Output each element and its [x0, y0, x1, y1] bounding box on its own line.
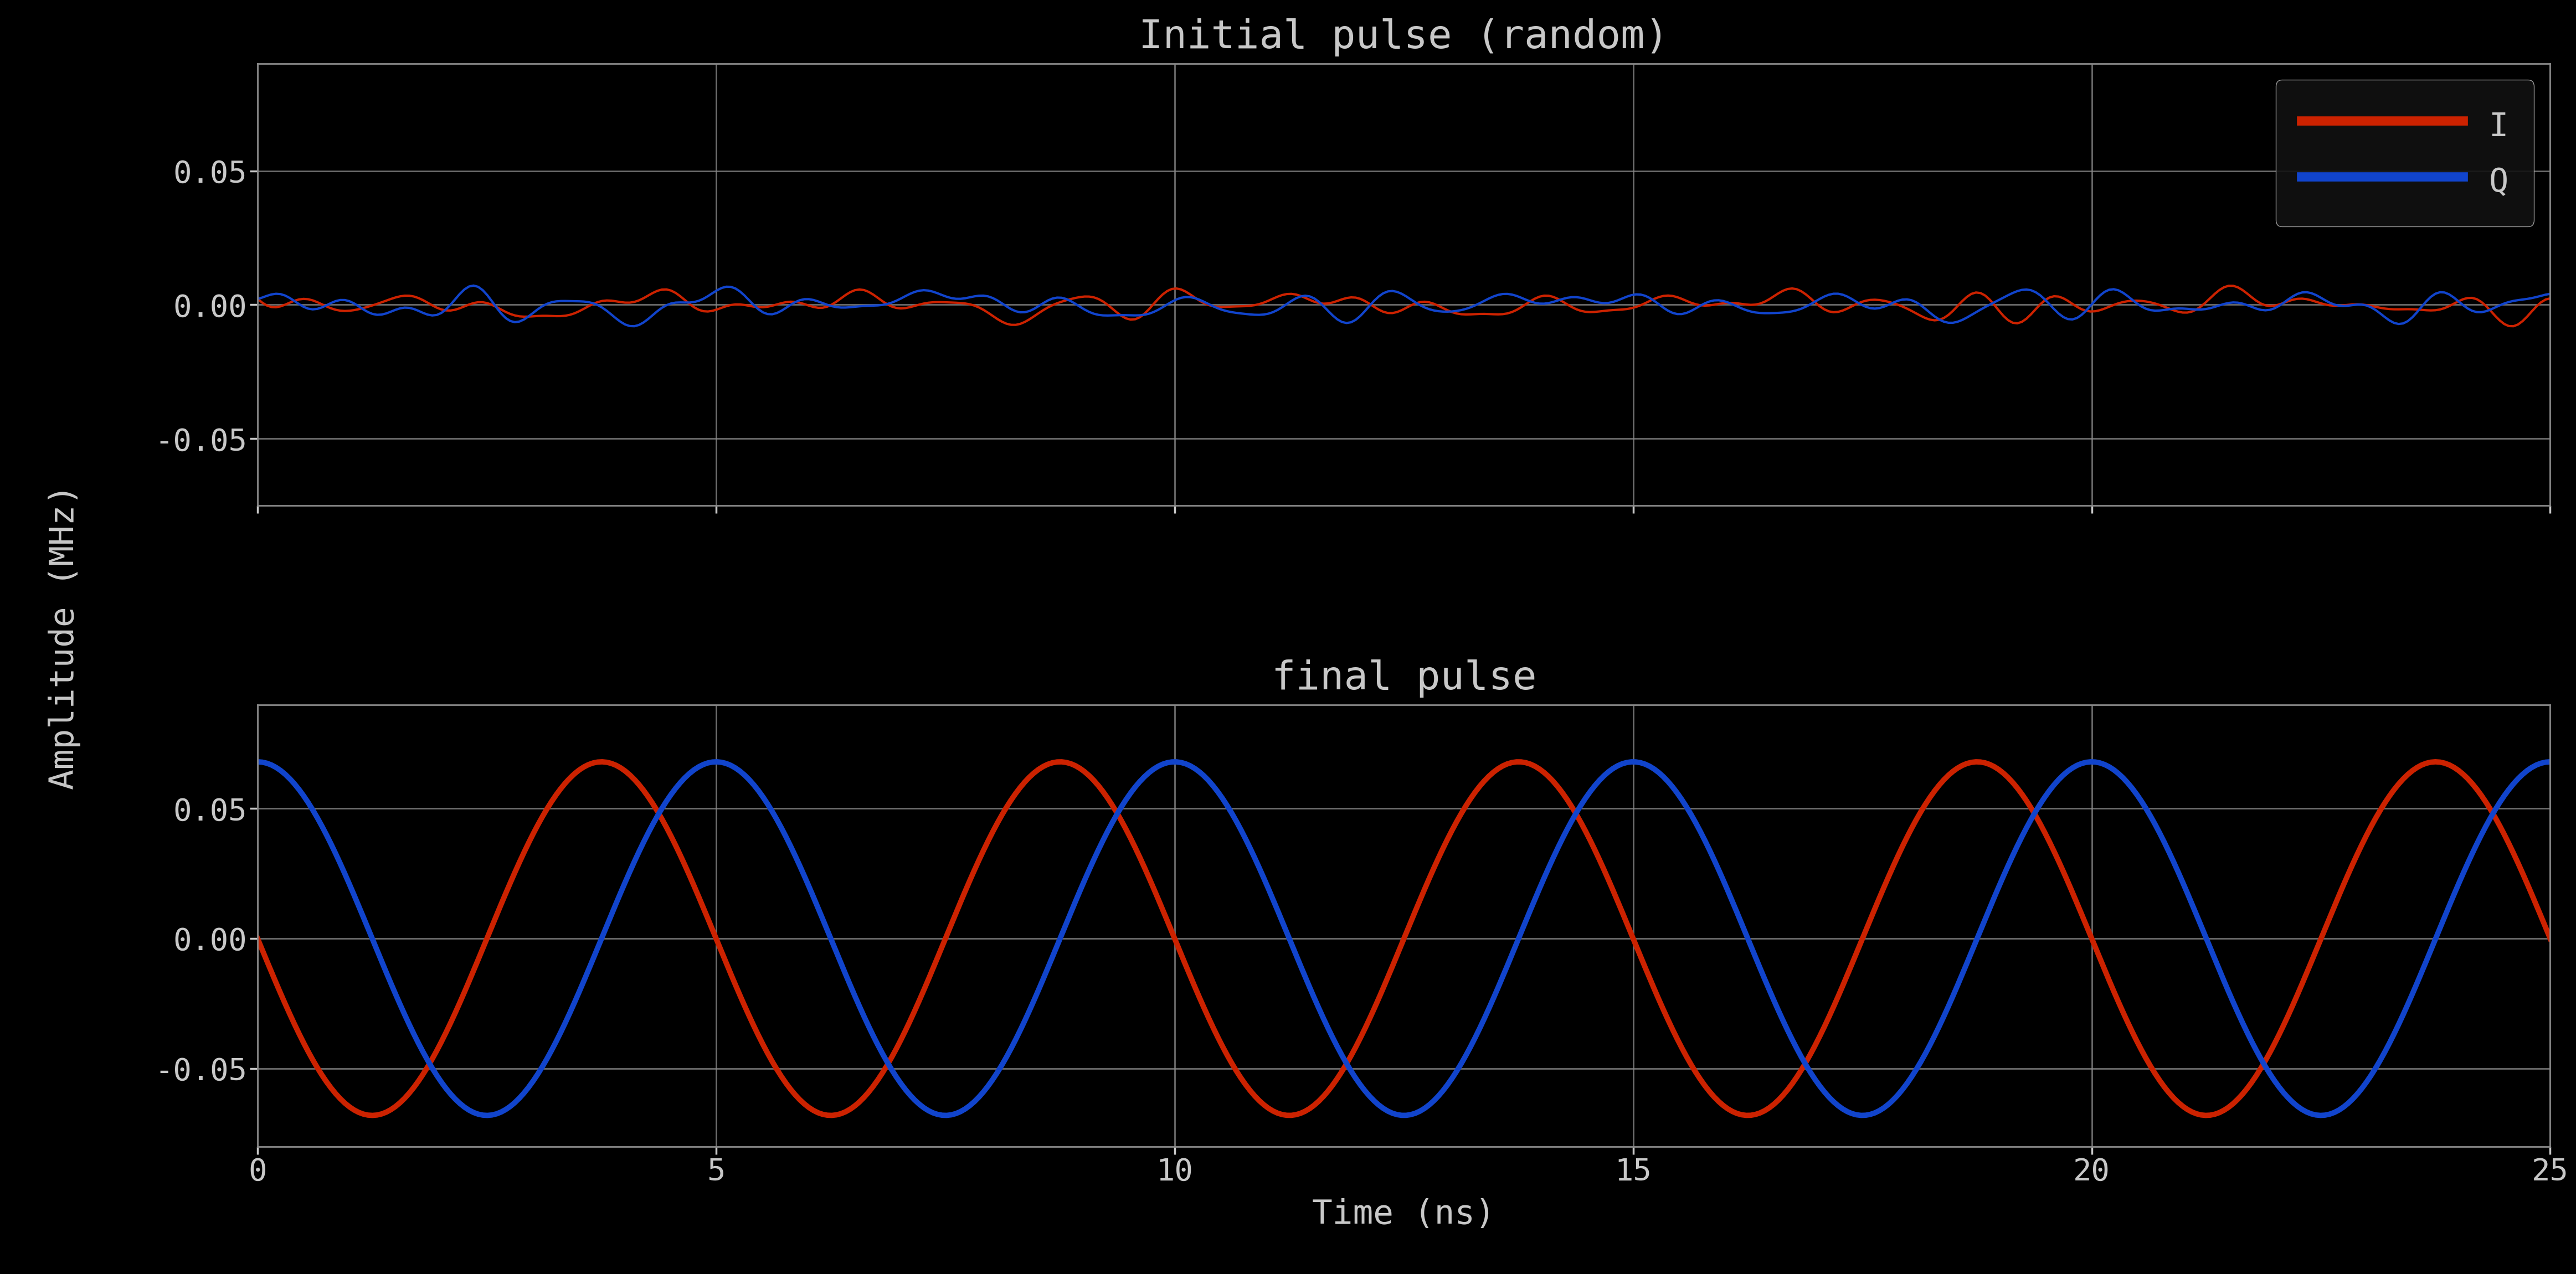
Line: I: I: [258, 285, 2550, 326]
Q: [459, 278, 489, 293]
X-axis label: Time (ns): Time (ns): [1311, 1199, 1497, 1231]
I: [2535, 931, 2566, 947]
Q: [1334, 1064, 1365, 1079]
I: [2125, 1042, 2156, 1057]
Q: [2488, 296, 2519, 311]
Q: [1350, 1083, 1381, 1098]
I: [1350, 1022, 1381, 1037]
I: [2120, 293, 2151, 308]
I: [2488, 827, 2519, 842]
Line: Q: Q: [258, 285, 2550, 326]
Q: [2535, 287, 2566, 302]
Q: [2130, 301, 2161, 316]
I: [1345, 292, 1376, 307]
Q: [242, 292, 273, 307]
I: [2213, 278, 2244, 293]
Q: [1492, 287, 1522, 302]
I: [242, 931, 273, 947]
Q: [1340, 312, 1370, 327]
I: [358, 1108, 389, 1124]
Line: Q: Q: [258, 762, 2550, 1116]
I: [2499, 318, 2530, 334]
Title: Initial pulse (random): Initial pulse (random): [1139, 18, 1669, 56]
Q: [2535, 754, 2566, 769]
Legend: I, Q: I, Q: [2275, 80, 2535, 227]
Q: [242, 754, 273, 769]
Title: final pulse: final pulse: [1273, 660, 1535, 698]
I: [1607, 302, 1638, 317]
I: [2419, 754, 2450, 769]
Q: [1613, 754, 1643, 769]
I: [2535, 290, 2566, 306]
I: [1332, 290, 1363, 306]
Text: Amplitude (MHz): Amplitude (MHz): [49, 484, 80, 790]
I: [2483, 313, 2514, 329]
Q: [471, 1108, 502, 1124]
I: [1334, 1049, 1365, 1064]
Q: [2483, 795, 2514, 810]
Line: I: I: [258, 762, 2550, 1116]
Q: [2125, 794, 2156, 809]
I: [1484, 307, 1515, 322]
I: [242, 292, 273, 307]
Q: [1615, 288, 1646, 303]
I: [1613, 916, 1643, 931]
I: [1486, 758, 1517, 773]
Q: [1355, 298, 1386, 313]
Q: [618, 318, 649, 334]
Q: [1486, 970, 1517, 985]
